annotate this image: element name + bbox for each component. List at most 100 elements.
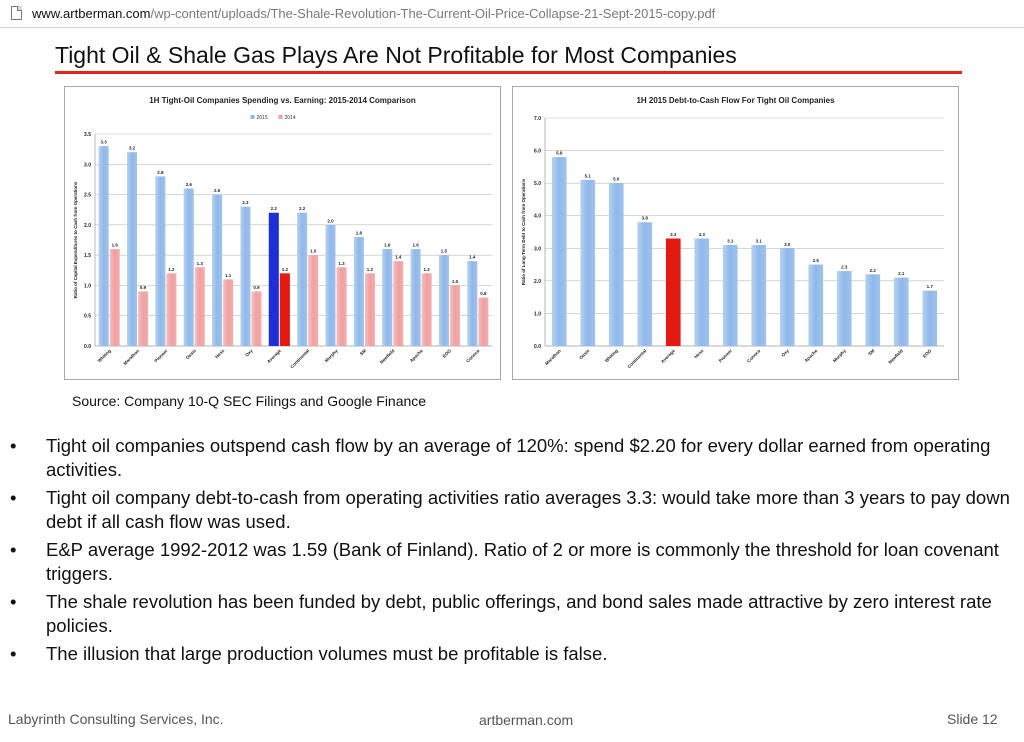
bar	[240, 206, 251, 346]
data-label: 1.6	[384, 243, 391, 248]
bar	[751, 245, 767, 346]
y-tick-label: 5.0	[534, 181, 541, 187]
data-label: 1.2	[424, 267, 431, 272]
bullet-text: Tight oil company debt-to-cash from oper…	[46, 487, 1010, 532]
category-label: Whiting	[604, 348, 619, 363]
category-label: SM	[359, 348, 367, 356]
data-label: 1.2	[282, 267, 289, 272]
y-tick-label: 0.0	[84, 344, 91, 350]
bullet-text: The illusion that large production volum…	[46, 643, 608, 664]
data-label: 3.1	[756, 239, 763, 244]
pdf-slide: Tight Oil & Shale Gas Plays Are Not Prof…	[0, 28, 1024, 742]
debt-to-cash-chart: 1H 2015 Debt-to-Cash Flow For Tight Oil …	[512, 86, 959, 380]
data-label: 2.6	[186, 182, 193, 187]
data-label: 2.1	[898, 271, 905, 276]
data-label: 1.3	[338, 261, 345, 266]
bar	[580, 179, 596, 346]
data-label: 1.5	[310, 249, 317, 254]
data-label: 1.2	[168, 267, 175, 272]
bar	[893, 277, 909, 346]
y-tick-label: 2.0	[84, 223, 91, 229]
pdf-page-icon	[11, 6, 22, 20]
category-label: Apache	[803, 348, 818, 363]
data-label: 5.8	[556, 151, 563, 156]
category-label: Murphy	[324, 348, 339, 363]
bar	[166, 273, 177, 346]
bullet-text: E&P average 1992-2012 was 1.59 (Bank of …	[46, 539, 999, 584]
y-tick-label: 1.5	[84, 253, 91, 259]
y-tick-label: 2.5	[84, 193, 91, 199]
browser-address-bar[interactable]: www.artberman.com/wp-content/uploads/The…	[0, 0, 1024, 28]
bar	[126, 152, 138, 346]
category-label: Newfield	[379, 348, 396, 365]
data-label: 1.1	[225, 273, 232, 278]
category-label: Murphy	[832, 348, 847, 363]
data-label: 2.5	[214, 188, 221, 193]
bar	[665, 238, 681, 346]
bullet-text: Tight oil companies outspend cash flow b…	[46, 435, 991, 480]
bar	[325, 224, 336, 346]
bar	[194, 267, 205, 346]
data-label: 0.9	[253, 285, 260, 290]
bar	[608, 183, 624, 346]
data-label: 1.6	[112, 243, 119, 248]
data-label: 2.0	[327, 218, 334, 223]
category-label: EOG	[922, 348, 933, 359]
data-label: 2.3	[242, 200, 249, 205]
bar	[637, 222, 653, 346]
data-label: 1.0	[452, 279, 459, 284]
category-label: Hess	[693, 348, 704, 359]
category-label: Conoco	[746, 348, 762, 364]
bar	[155, 176, 166, 346]
category-label: Conoco	[465, 348, 481, 364]
category-label: Oxy	[244, 348, 254, 358]
data-label: 2.2	[870, 268, 877, 273]
category-label: EOG	[442, 348, 453, 359]
chart-title: 1H Tight-Oil Companies Spending vs. Earn…	[149, 96, 416, 105]
data-label: 1.8	[356, 230, 363, 235]
bar	[364, 273, 375, 346]
data-label: 3.0	[784, 242, 791, 247]
bar	[268, 212, 279, 346]
data-label: 5.0	[613, 177, 620, 182]
bar	[836, 271, 852, 346]
y-tick-label: 3.5	[84, 132, 91, 138]
data-label: 3.2	[129, 146, 136, 151]
bullet-text: The shale revolution has been funded by …	[46, 591, 992, 636]
category-label: Pioneer	[718, 348, 733, 363]
slide-title: Tight Oil & Shale Gas Plays Are Not Prof…	[55, 42, 737, 68]
data-label: 3.8	[642, 216, 649, 221]
y-tick-label: 3.0	[534, 246, 541, 252]
bar	[421, 273, 432, 346]
url-host: www.artberman.com	[32, 6, 151, 21]
bullet-item: • Tight oil company debt-to-cash from ope…	[10, 486, 1015, 533]
legend-label: 2014	[285, 115, 296, 121]
title-underline	[55, 71, 962, 74]
bar	[251, 291, 262, 346]
data-label: 3.3	[670, 232, 677, 237]
data-label: 2.8	[157, 170, 164, 175]
bullet-item: • E&P average 1992-2012 was 1.59 (Bank of…	[10, 538, 1015, 585]
bullet-marker: •	[10, 435, 17, 456]
category-label: Pioneer	[153, 348, 168, 363]
bar	[410, 249, 421, 346]
bar	[922, 290, 938, 346]
bar	[297, 212, 308, 346]
chart-title: 1H 2015 Debt-to-Cash Flow For Tight Oil …	[636, 96, 835, 105]
y-tick-label: 1.0	[84, 283, 91, 289]
data-label: 2.2	[271, 206, 278, 211]
data-label: 1.6	[412, 243, 419, 248]
footer-slide-number: Slide 12	[947, 711, 998, 727]
y-tick-label: 0.5	[84, 314, 91, 320]
data-label: 1.4	[395, 255, 402, 260]
spending-vs-earning-svg: 1H Tight-Oil Companies Spending vs. Earn…	[73, 96, 492, 369]
data-label: 0.8	[480, 291, 487, 296]
bar	[694, 238, 710, 346]
category-label: SM	[867, 348, 875, 356]
bullet-marker: •	[10, 591, 17, 612]
bar	[722, 245, 738, 346]
bar	[336, 267, 347, 346]
bar	[138, 291, 149, 346]
y-tick-label: 0.0	[534, 344, 541, 350]
url-text[interactable]: www.artberman.com/wp-content/uploads/The…	[32, 6, 715, 21]
